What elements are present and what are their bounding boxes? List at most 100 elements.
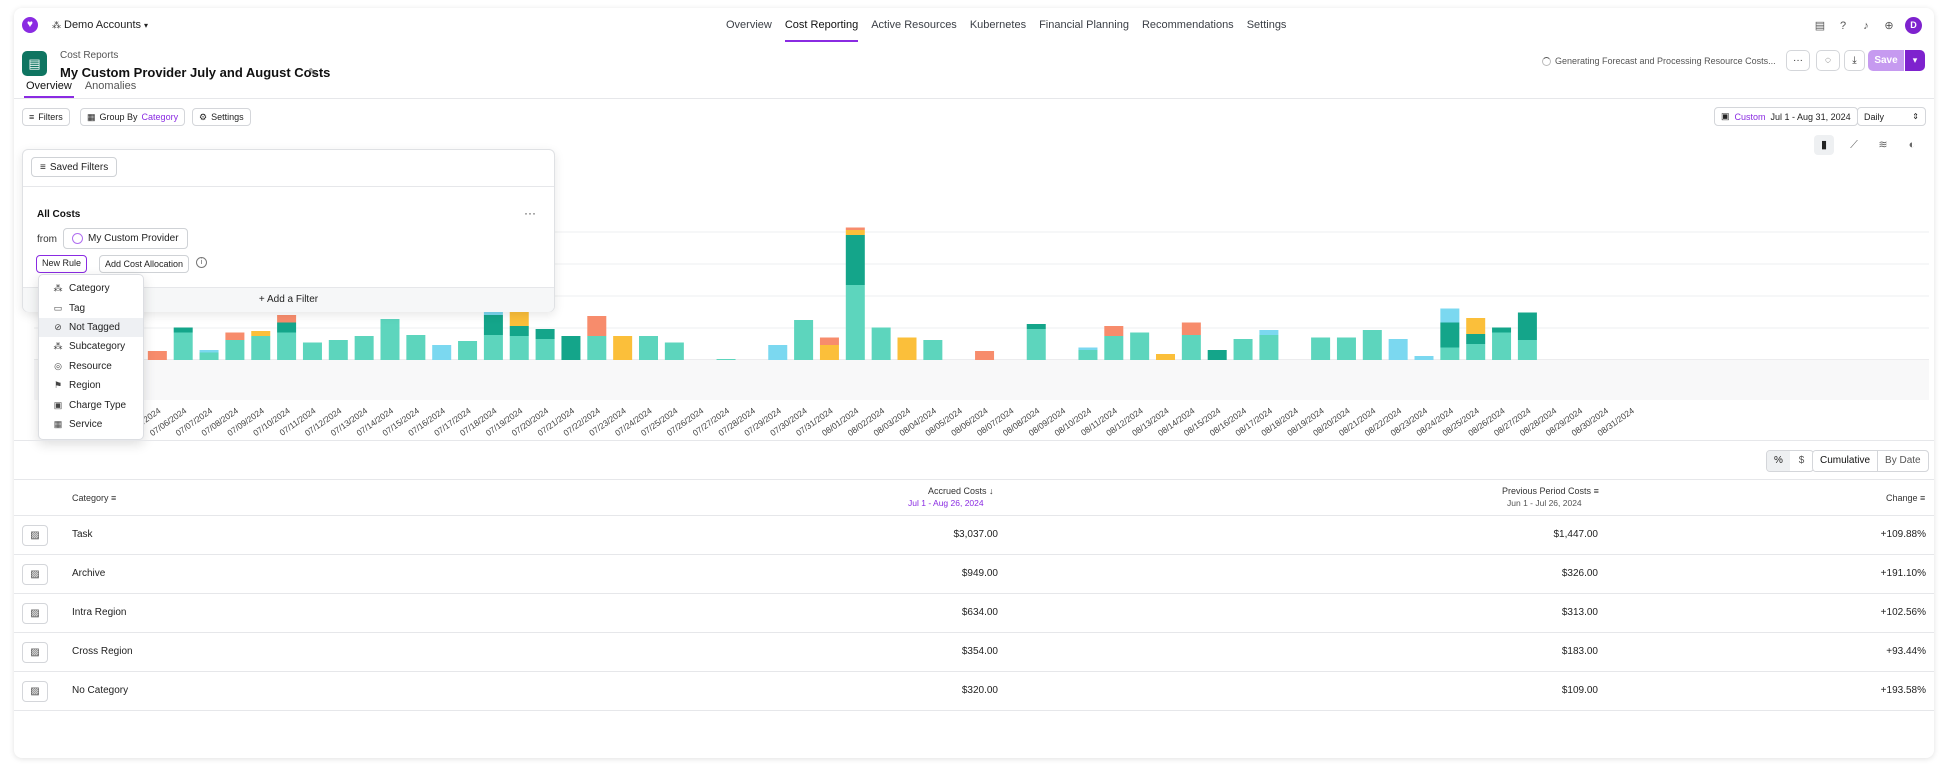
bar-segment[interactable] <box>1517 340 1537 360</box>
table-row[interactable]: ▨ Intra Region $634.00 $313.00 +102.56% <box>14 594 1934 633</box>
bar-segment[interactable] <box>1492 327 1512 333</box>
bar-segment[interactable] <box>509 326 529 336</box>
line-chart-button[interactable]: ⟋ <box>1844 135 1864 155</box>
bar-segment[interactable] <box>1517 312 1537 341</box>
bar-segment[interactable] <box>199 352 219 361</box>
bar-segment[interactable] <box>535 339 555 360</box>
menu-item-not-tagged[interactable]: ⊘ Not Tagged <box>39 317 143 338</box>
menu-item-subcategory[interactable]: ⁂ Subcategory <box>39 337 143 356</box>
bar-segment[interactable] <box>251 331 271 336</box>
account-switcher[interactable]: ⁂ Demo Accounts ▾ <box>52 19 148 31</box>
bar-segment[interactable] <box>251 336 271 360</box>
menu-item-service[interactable]: ▦ Service <box>39 415 143 434</box>
bar-segment[interactable] <box>1181 322 1201 336</box>
bar-segment[interactable] <box>1466 334 1486 344</box>
change-column-header[interactable]: Change ≡ <box>1886 493 1925 503</box>
date-range-picker[interactable]: ▣ Custom Jul 1 - Aug 31, 2024 <box>1714 107 1858 126</box>
add-circle-icon[interactable]: ⊕ <box>1884 19 1894 32</box>
bar-segment[interactable] <box>845 285 865 360</box>
tab-anomalies[interactable]: Anomalies <box>84 80 137 92</box>
bar-segment[interactable] <box>1026 329 1046 360</box>
save-button[interactable]: Save <box>1868 50 1904 71</box>
bar-segment[interactable] <box>509 336 529 360</box>
bar-segment[interactable] <box>1078 347 1098 351</box>
breadcrumb[interactable]: Cost Reports <box>60 50 119 61</box>
bar-segment[interactable] <box>380 319 400 360</box>
bar-segment[interactable] <box>716 359 736 360</box>
bar-segment[interactable] <box>975 351 995 360</box>
nav-kubernetes[interactable]: Kubernetes <box>969 19 1027 31</box>
bar-segment[interactable] <box>432 345 452 360</box>
dollar-toggle[interactable]: $ <box>1798 455 1805 466</box>
bar-segment[interactable] <box>1388 339 1408 360</box>
menu-item-resource[interactable]: ◎ Resource <box>39 357 143 376</box>
row-chart-button[interactable]: ▨ <box>22 525 48 546</box>
area-chart-button[interactable]: ≋ <box>1873 135 1893 155</box>
rule-more-button[interactable]: ··· <box>524 206 536 220</box>
category-column-header[interactable]: Category ≡ <box>72 493 116 503</box>
bar-segment[interactable] <box>1414 356 1434 360</box>
bar-segment[interactable] <box>483 335 503 360</box>
new-rule-button[interactable]: New Rule <box>36 255 88 273</box>
bar-chart-button[interactable]: ▮ <box>1814 135 1834 155</box>
bar-segment[interactable] <box>1130 332 1150 361</box>
by-date-toggle[interactable]: By Date <box>1885 455 1921 466</box>
previous-column-header[interactable]: Previous Period Costs ≡ <box>1502 486 1599 496</box>
bar-segment[interactable] <box>225 340 245 360</box>
bar-segment[interactable] <box>1259 335 1279 360</box>
bar-segment[interactable] <box>483 315 503 335</box>
bar-segment[interactable] <box>1311 337 1331 361</box>
bar-segment[interactable] <box>768 345 788 360</box>
bar-segment[interactable] <box>561 336 581 360</box>
bar-segment[interactable] <box>613 336 633 360</box>
bar-segment[interactable] <box>1026 324 1046 329</box>
percent-toggle[interactable]: % <box>1767 451 1790 471</box>
table-row[interactable]: ▨ No Category $320.00 $109.00 +193.58% <box>14 672 1934 711</box>
bar-segment[interactable] <box>535 329 555 339</box>
menu-item-tag[interactable]: ▭ Tag <box>39 298 143 317</box>
row-chart-button[interactable]: ▨ <box>22 642 48 663</box>
bar-segment[interactable] <box>1466 318 1486 334</box>
bell-icon[interactable]: ♪ <box>1863 19 1869 32</box>
comment-button[interactable]: ◌ <box>1816 50 1840 71</box>
bar-segment[interactable] <box>354 336 374 360</box>
app-logo-icon[interactable]: ♥ <box>22 17 38 33</box>
tab-overview[interactable]: Overview <box>24 74 74 98</box>
bar-segment[interactable] <box>897 337 917 361</box>
bar-segment[interactable] <box>406 335 426 360</box>
bar-segment[interactable] <box>173 327 193 333</box>
bar-segment[interactable] <box>328 340 348 360</box>
bar-segment[interactable] <box>871 327 891 361</box>
bar-segment[interactable] <box>277 315 297 323</box>
bar-segment[interactable] <box>664 342 684 361</box>
menu-item-region[interactable]: ⚑ Region <box>39 376 143 395</box>
docs-icon[interactable]: ▤ <box>1814 19 1826 32</box>
bar-segment[interactable] <box>1492 332 1512 361</box>
group-by-button[interactable]: ▦ Group By Category <box>80 108 186 126</box>
cumulative-toggle[interactable]: Cumulative <box>1813 451 1879 471</box>
bar-segment[interactable] <box>1440 308 1460 323</box>
bar-segment[interactable] <box>147 351 167 360</box>
bar-segment[interactable] <box>819 345 839 360</box>
bar-segment[interactable] <box>1362 330 1382 360</box>
nav-financial-planning[interactable]: Financial Planning <box>1039 19 1129 31</box>
bar-segment[interactable] <box>1440 322 1460 348</box>
bar-segment[interactable] <box>1233 339 1253 360</box>
bar-segment[interactable] <box>587 316 607 336</box>
bar-segment[interactable] <box>845 235 865 285</box>
row-chart-button[interactable]: ▨ <box>22 681 48 702</box>
bar-segment[interactable] <box>509 311 529 326</box>
bar-segment[interactable] <box>587 336 607 360</box>
table-row[interactable]: ▨ Archive $949.00 $326.00 +191.10% <box>14 555 1934 594</box>
save-options-button[interactable]: ▾ <box>1905 50 1925 71</box>
bar-segment[interactable] <box>199 350 219 353</box>
bar-segment[interactable] <box>819 337 839 346</box>
bar-segment[interactable] <box>1104 326 1124 336</box>
bar-segment[interactable] <box>1440 347 1460 361</box>
bar-segment[interactable] <box>1207 350 1227 360</box>
bar-segment[interactable] <box>1078 350 1098 360</box>
nav-cost-reporting[interactable]: Cost Reporting <box>784 8 859 42</box>
row-chart-button[interactable]: ▨ <box>22 564 48 585</box>
bar-segment[interactable] <box>1336 337 1356 361</box>
menu-item-charge-type[interactable]: ▣ Charge Type <box>39 395 143 414</box>
